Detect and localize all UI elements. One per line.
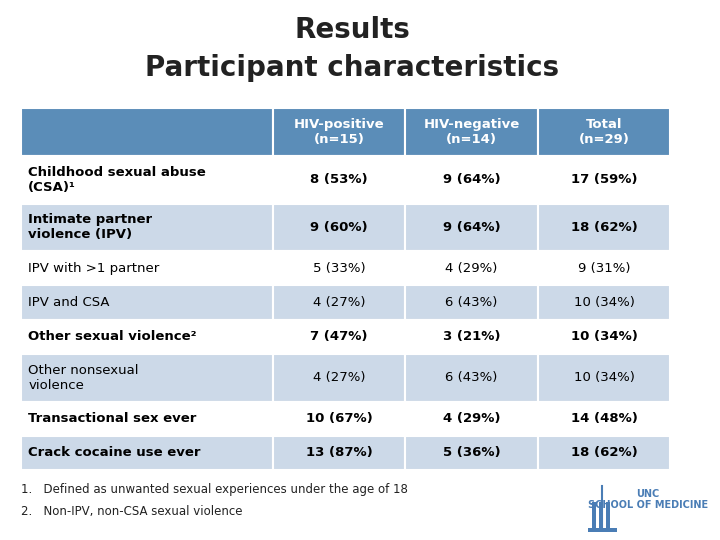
FancyBboxPatch shape: [21, 402, 273, 436]
FancyBboxPatch shape: [405, 156, 538, 204]
FancyBboxPatch shape: [538, 286, 670, 320]
Text: Total
(n=29): Total (n=29): [579, 118, 629, 146]
FancyBboxPatch shape: [538, 204, 670, 251]
FancyBboxPatch shape: [273, 354, 405, 402]
Text: Crack cocaine use ever: Crack cocaine use ever: [28, 446, 201, 459]
Text: 10 (67%): 10 (67%): [306, 412, 372, 425]
Text: 4 (27%): 4 (27%): [312, 296, 365, 309]
FancyBboxPatch shape: [538, 354, 670, 402]
FancyBboxPatch shape: [21, 251, 273, 286]
FancyBboxPatch shape: [405, 320, 538, 354]
Text: 2.   Non-IPV, non-CSA sexual violence: 2. Non-IPV, non-CSA sexual violence: [21, 505, 243, 518]
Text: 5 (33%): 5 (33%): [312, 262, 365, 275]
Text: 17 (59%): 17 (59%): [571, 173, 637, 186]
FancyBboxPatch shape: [273, 436, 405, 470]
Text: 4 (27%): 4 (27%): [312, 371, 365, 384]
FancyBboxPatch shape: [21, 108, 273, 156]
FancyBboxPatch shape: [606, 502, 610, 529]
FancyBboxPatch shape: [405, 354, 538, 402]
FancyBboxPatch shape: [405, 402, 538, 436]
Text: 6 (43%): 6 (43%): [445, 296, 498, 309]
Text: Results: Results: [294, 16, 410, 44]
Text: 14 (48%): 14 (48%): [570, 412, 637, 425]
Text: 4 (29%): 4 (29%): [443, 412, 500, 425]
FancyBboxPatch shape: [405, 286, 538, 320]
FancyBboxPatch shape: [21, 436, 273, 470]
FancyBboxPatch shape: [21, 354, 273, 402]
Text: UNC
SCHOOL OF MEDICINE: UNC SCHOOL OF MEDICINE: [588, 489, 708, 510]
FancyBboxPatch shape: [273, 320, 405, 354]
FancyBboxPatch shape: [273, 204, 405, 251]
FancyBboxPatch shape: [21, 204, 273, 251]
Text: Participant characteristics: Participant characteristics: [145, 54, 559, 82]
FancyBboxPatch shape: [538, 436, 670, 470]
Text: Intimate partner
violence (IPV): Intimate partner violence (IPV): [28, 213, 153, 241]
Text: 9 (64%): 9 (64%): [443, 173, 500, 186]
Text: 10 (34%): 10 (34%): [574, 296, 634, 309]
Text: 4 (29%): 4 (29%): [445, 262, 498, 275]
Text: 9 (60%): 9 (60%): [310, 221, 368, 234]
FancyBboxPatch shape: [588, 528, 616, 532]
FancyBboxPatch shape: [592, 502, 596, 529]
FancyBboxPatch shape: [405, 436, 538, 470]
Text: 6 (43%): 6 (43%): [445, 371, 498, 384]
FancyBboxPatch shape: [405, 108, 538, 156]
Text: 18 (62%): 18 (62%): [570, 221, 637, 234]
Text: IPV and CSA: IPV and CSA: [28, 296, 109, 309]
Text: 10 (34%): 10 (34%): [574, 371, 634, 384]
FancyBboxPatch shape: [538, 402, 670, 436]
FancyBboxPatch shape: [405, 251, 538, 286]
Text: Transactional sex ever: Transactional sex ever: [28, 412, 197, 425]
Text: 9 (31%): 9 (31%): [577, 262, 630, 275]
Text: IPV with >1 partner: IPV with >1 partner: [28, 262, 159, 275]
Text: 5 (36%): 5 (36%): [443, 446, 500, 459]
FancyBboxPatch shape: [273, 286, 405, 320]
Text: 10 (34%): 10 (34%): [570, 330, 637, 343]
FancyBboxPatch shape: [538, 251, 670, 286]
Text: Childhood sexual abuse
(CSA)¹: Childhood sexual abuse (CSA)¹: [28, 166, 206, 194]
FancyBboxPatch shape: [538, 156, 670, 204]
FancyBboxPatch shape: [538, 108, 670, 156]
Text: HIV-positive
(n=15): HIV-positive (n=15): [294, 118, 384, 146]
FancyBboxPatch shape: [273, 251, 405, 286]
Text: 8 (53%): 8 (53%): [310, 173, 368, 186]
Text: Other sexual violence²: Other sexual violence²: [28, 330, 197, 343]
Text: 3 (21%): 3 (21%): [443, 330, 500, 343]
FancyBboxPatch shape: [21, 156, 273, 204]
Text: Other nonsexual
violence: Other nonsexual violence: [28, 363, 139, 392]
FancyBboxPatch shape: [599, 502, 603, 529]
FancyBboxPatch shape: [405, 204, 538, 251]
Text: HIV-negative
(n=14): HIV-negative (n=14): [423, 118, 520, 146]
Text: 9 (64%): 9 (64%): [443, 221, 500, 234]
FancyBboxPatch shape: [538, 320, 670, 354]
Text: 18 (62%): 18 (62%): [570, 446, 637, 459]
FancyBboxPatch shape: [273, 108, 405, 156]
Text: 7 (47%): 7 (47%): [310, 330, 368, 343]
FancyBboxPatch shape: [21, 286, 273, 320]
Text: 13 (87%): 13 (87%): [306, 446, 372, 459]
FancyBboxPatch shape: [273, 156, 405, 204]
FancyBboxPatch shape: [21, 320, 273, 354]
FancyBboxPatch shape: [273, 402, 405, 436]
Text: 1.   Defined as unwanted sexual experiences under the age of 18: 1. Defined as unwanted sexual experience…: [21, 483, 408, 496]
